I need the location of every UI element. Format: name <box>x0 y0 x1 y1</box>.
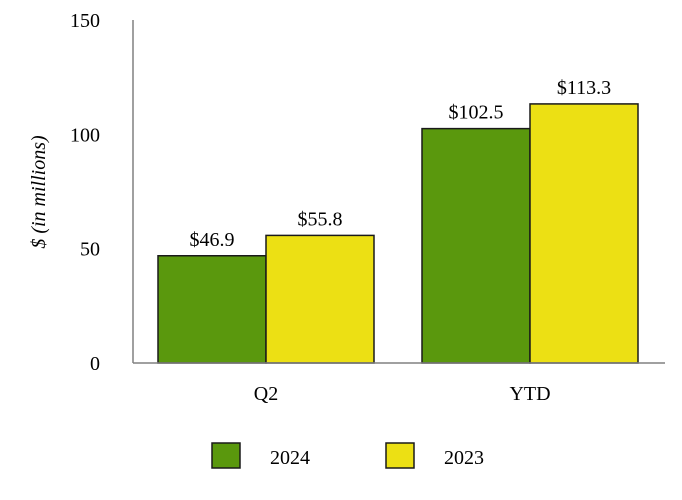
legend-swatch <box>385 442 415 469</box>
data-label: $113.3 <box>557 77 611 99</box>
category-label: Q2 <box>254 383 278 405</box>
data-label: $46.9 <box>190 229 235 251</box>
y-tick-label: 50 <box>80 239 100 261</box>
category-label: YTD <box>509 383 550 405</box>
y-tick-label: 0 <box>90 353 100 375</box>
legend: 2024 2023 <box>211 442 484 469</box>
y-tick-label: 100 <box>70 124 100 146</box>
bar-2024-q2 <box>157 255 267 364</box>
bar-2024-ytd <box>421 127 531 364</box>
bar-2023-q2 <box>265 234 375 364</box>
y-tick-label: 150 <box>70 10 100 32</box>
bar-2023-ytd <box>529 103 639 364</box>
data-label: $55.8 <box>298 208 343 230</box>
legend-label: 2023 <box>444 447 484 469</box>
legend-swatch <box>211 442 241 469</box>
y-axis-label: $ (in millions) <box>28 135 50 249</box>
data-label: $102.5 <box>449 102 504 124</box>
legend-label: 2024 <box>270 447 310 469</box>
